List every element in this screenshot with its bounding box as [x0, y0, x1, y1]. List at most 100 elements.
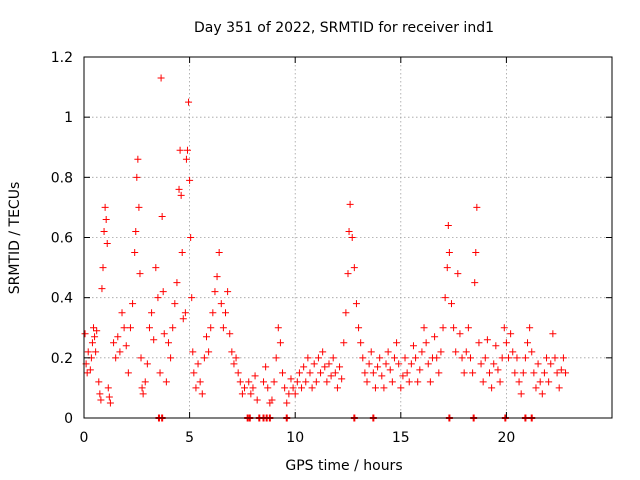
- data-point: [152, 264, 160, 272]
- data-point: [262, 363, 270, 371]
- data-point: [189, 348, 197, 356]
- data-point: [249, 384, 257, 392]
- data-point: [289, 384, 297, 392]
- data-point: [481, 354, 489, 362]
- data-point: [274, 324, 282, 332]
- data-point: [466, 354, 474, 362]
- data-point: [562, 369, 570, 377]
- data-point: [547, 360, 555, 368]
- data-point: [532, 384, 540, 392]
- data-point: [188, 294, 196, 302]
- data-point: [167, 354, 175, 362]
- data-point: [454, 270, 462, 278]
- data-point: [426, 378, 434, 386]
- data-point: [321, 363, 329, 371]
- data-point: [295, 369, 303, 377]
- y-tick-label: 1: [64, 110, 73, 126]
- data-point: [133, 173, 141, 181]
- data-point: [276, 339, 284, 347]
- data-point: [304, 354, 312, 362]
- data-point: [526, 324, 534, 332]
- data-point: [374, 363, 382, 371]
- data-point: [272, 354, 280, 362]
- data-point: [345, 227, 353, 235]
- data-point: [287, 375, 295, 383]
- y-tick-label: 0.2: [51, 351, 73, 367]
- data-point: [519, 369, 527, 377]
- grid-lines: [84, 57, 612, 418]
- data-point: [224, 288, 232, 296]
- data-point: [148, 309, 156, 317]
- data-point: [145, 324, 153, 332]
- data-point: [431, 333, 439, 341]
- data-point: [169, 324, 177, 332]
- data-point: [553, 369, 561, 377]
- data-point: [179, 315, 187, 323]
- data-point: [185, 98, 193, 106]
- data-point: [336, 363, 344, 371]
- data-point: [141, 378, 149, 386]
- data-point: [433, 354, 441, 362]
- data-point: [557, 366, 565, 374]
- data-point: [496, 378, 504, 386]
- data-point: [363, 378, 371, 386]
- data-point: [352, 300, 360, 308]
- data-point: [270, 378, 278, 386]
- data-point: [405, 378, 413, 386]
- data-point: [462, 348, 470, 356]
- data-point: [106, 399, 114, 407]
- data-point: [376, 354, 384, 362]
- data-point: [331, 369, 339, 377]
- data-point: [198, 390, 206, 398]
- data-point: [538, 390, 546, 398]
- data-point: [435, 369, 443, 377]
- data-point: [534, 360, 542, 368]
- data-point: [492, 342, 500, 350]
- data-point: [302, 378, 310, 386]
- data-point: [283, 399, 291, 407]
- data-point: [150, 336, 158, 344]
- data-point: [183, 146, 191, 154]
- data-point: [361, 369, 369, 377]
- data-point: [403, 369, 411, 377]
- data-point: [329, 354, 337, 362]
- data-point: [338, 375, 346, 383]
- data-point: [369, 369, 377, 377]
- data-point: [98, 285, 106, 293]
- data-point: [472, 249, 480, 257]
- data-point: [222, 309, 230, 317]
- data-point: [84, 348, 92, 356]
- data-point: [136, 270, 144, 278]
- data-point: [502, 339, 510, 347]
- x-tick-label: 5: [185, 430, 194, 446]
- data-point: [414, 378, 422, 386]
- data-point: [160, 330, 168, 338]
- data-point: [388, 378, 396, 386]
- data-point: [101, 203, 109, 211]
- data-point: [110, 339, 118, 347]
- data-point: [399, 372, 407, 380]
- y-tick-label: 0: [64, 411, 73, 427]
- data-point: [279, 369, 287, 377]
- data-point: [488, 384, 496, 392]
- data-point: [176, 146, 184, 154]
- data-point: [158, 212, 166, 220]
- data-point: [173, 279, 181, 287]
- x-tick-label: 0: [80, 430, 89, 446]
- data-point: [219, 324, 227, 332]
- data-point: [187, 234, 195, 241]
- data-point: [93, 327, 101, 335]
- data-point: [234, 369, 242, 377]
- data-point: [348, 234, 356, 241]
- data-point: [479, 378, 487, 386]
- data-point: [350, 264, 358, 272]
- data-point: [213, 273, 221, 281]
- data-point: [164, 339, 172, 347]
- data-point: [424, 360, 432, 368]
- data-point: [409, 342, 417, 350]
- data-point: [505, 354, 513, 362]
- data-point: [268, 396, 276, 404]
- data-point: [458, 354, 466, 362]
- data-point: [475, 339, 483, 347]
- data-point: [371, 384, 379, 392]
